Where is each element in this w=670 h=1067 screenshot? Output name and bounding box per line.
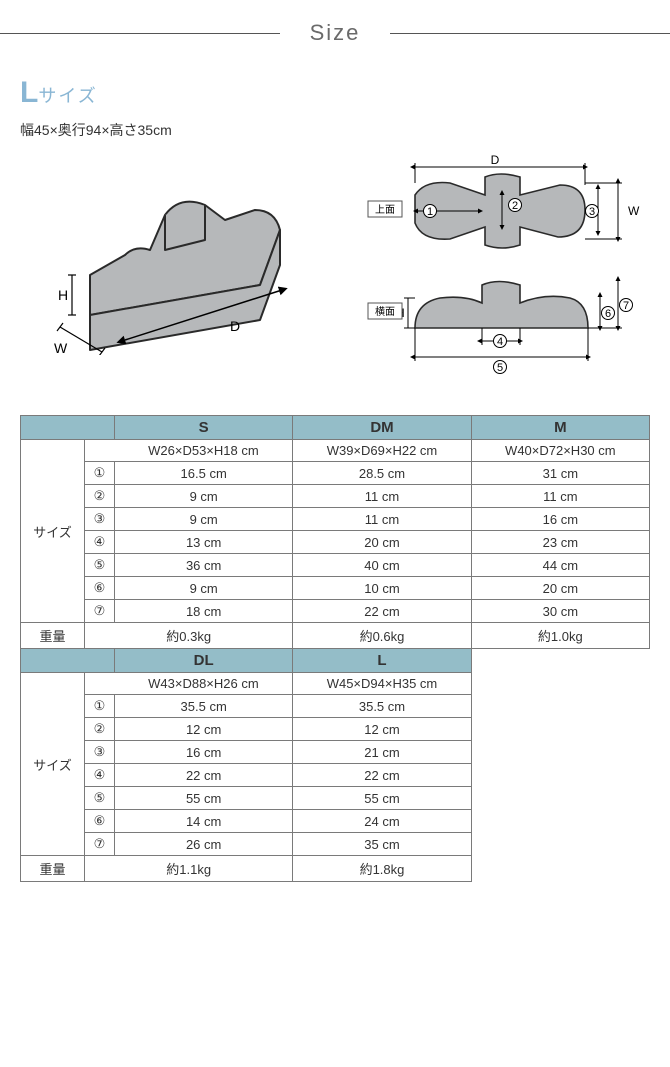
svg-text:3: 3 (589, 206, 595, 218)
table-row: ⑤55 cm55 cm (21, 787, 650, 810)
content: Lサイズ 幅45×奥行94×高さ35cm (0, 76, 670, 882)
svg-text:D: D (491, 155, 500, 167)
table-row: ⑤36 cm40 cm44 cm (21, 554, 650, 577)
label-h: H (58, 287, 68, 303)
table-row: ④13 cm20 cm23 cm (21, 531, 650, 554)
table-row: ⑥9 cm10 cm20 cm (21, 577, 650, 600)
svg-text:2: 2 (512, 200, 518, 212)
table-row: ⑦26 cm35 cm (21, 833, 650, 856)
size-heading: Lサイズ (20, 76, 650, 110)
table-row: S DM M (21, 416, 650, 440)
table-row: ①16.5 cm28.5 cm31 cm (21, 462, 650, 485)
table-row: ①35.5 cm35.5 cm (21, 695, 650, 718)
col-l: L (293, 649, 471, 673)
table-row: ⑥14 cm24 cm (21, 810, 650, 833)
row-label-size: サイズ (21, 440, 85, 623)
table-row: DL L (21, 649, 650, 673)
svg-text:4: 4 (497, 336, 503, 348)
spec-table-1: S DM M サイズ W26×D53×H18 cm W39×D69×H22 cm… (20, 415, 650, 882)
overall-dimensions: 幅45×奥行94×高さ35cm (20, 120, 650, 140)
svg-text:6: 6 (605, 308, 611, 320)
table-row: ⑦18 cm22 cm30 cm (21, 600, 650, 623)
table-row: 重量 約0.3kg 約0.6kg 約1.0kg (21, 623, 650, 649)
col-s: S (115, 416, 293, 440)
figure-3d: H W D (30, 155, 300, 360)
col-dm: DM (293, 416, 471, 440)
col-m: M (471, 416, 649, 440)
svg-text:7: 7 (623, 300, 629, 312)
table-row: 重量 約1.1kg 約1.8kg (21, 856, 650, 882)
col-dl: DL (115, 649, 293, 673)
table-row: ②9 cm11 cm11 cm (21, 485, 650, 508)
figure-ortho: D W (330, 155, 640, 390)
divider-left (0, 33, 280, 34)
figure-row: H W D D (20, 155, 650, 390)
svg-text:W: W (628, 204, 640, 218)
row-label-weight: 重量 (21, 623, 85, 649)
table-row: ③16 cm21 cm (21, 741, 650, 764)
label-w: W (54, 340, 68, 355)
table-row: ②12 cm12 cm (21, 718, 650, 741)
label-d: D (230, 318, 240, 334)
table-row: サイズ W26×D53×H18 cm W39×D69×H22 cm W40×D7… (21, 440, 650, 462)
size-suffix: サイズ (38, 86, 97, 106)
svg-text:上面: 上面 (375, 204, 395, 216)
svg-text:横面: 横面 (375, 305, 395, 318)
section-title: Size (310, 20, 361, 46)
size-letter: L (20, 76, 38, 109)
section-title-wrap: Size (0, 20, 670, 46)
svg-text:1: 1 (427, 206, 433, 218)
svg-text:5: 5 (497, 362, 503, 374)
table-row: ④22 cm22 cm (21, 764, 650, 787)
table-row: ③9 cm11 cm16 cm (21, 508, 650, 531)
divider-right (390, 33, 670, 34)
table-row: サイズ W43×D88×H26 cm W45×D94×H35 cm (21, 673, 650, 695)
